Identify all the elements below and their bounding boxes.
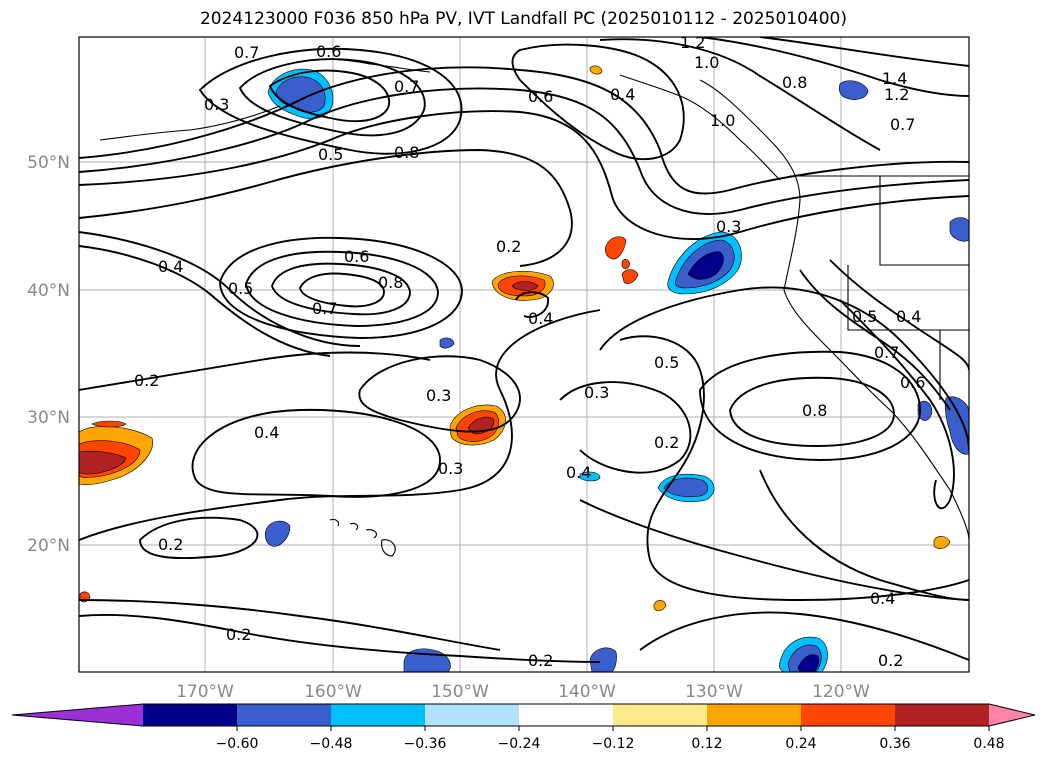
lon-tick-labels: 170°W 160°W 150°W 140°W 130°W 120°W xyxy=(176,682,870,702)
contour-label: 0.7 xyxy=(890,115,915,134)
north-america-coast xyxy=(699,79,969,541)
colorbar-tick-label: −0.36 xyxy=(404,736,447,752)
colorbar-segment xyxy=(801,704,896,726)
contour-label: 0.7 xyxy=(234,43,259,62)
contour-label: 0.3 xyxy=(716,217,741,236)
contour-label: 0.6 xyxy=(316,42,341,61)
contour-label: 0.2 xyxy=(226,625,251,644)
contour-lines xyxy=(79,37,969,663)
colorbar-tick-label: 0.36 xyxy=(879,736,910,752)
lon-tick-label: 120°W xyxy=(812,682,870,702)
contour-label: 0.3 xyxy=(584,383,609,402)
colorbar-tick-label: 0.12 xyxy=(691,736,722,752)
contour-label: 0.3 xyxy=(438,459,463,478)
contour-labels: 0.7 0.6 0.7 0.3 0.5 0.8 0.6 0.4 1.2 1.0 … xyxy=(134,33,925,670)
contour-label: 1.4 xyxy=(882,69,907,88)
hawaii-islands xyxy=(329,518,396,557)
lat-tick-labels: 50°N 40°N 30°N 20°N xyxy=(27,153,70,556)
contour-label: 0.6 xyxy=(344,247,369,266)
contour-label: 0.7 xyxy=(874,343,899,362)
contour-label: 1.2 xyxy=(884,85,909,104)
lat-tick-label: 30°N xyxy=(27,408,70,428)
contour-label: 0.7 xyxy=(394,77,419,96)
contour-label: 0.4 xyxy=(610,85,635,104)
colorbar-tick-label: −0.12 xyxy=(592,736,635,752)
colorbar-segment xyxy=(425,704,520,726)
contour-label: 0.2 xyxy=(654,433,679,452)
gridlines xyxy=(79,37,969,672)
colorbar-outline xyxy=(11,703,1036,727)
contour-label: 0.2 xyxy=(158,535,183,554)
contour-label: 0.2 xyxy=(134,371,159,390)
contour-label: 0.8 xyxy=(394,143,419,162)
map-frame xyxy=(78,36,970,673)
colorbar-segment xyxy=(143,704,238,726)
contour-label: 0.7 xyxy=(312,299,337,318)
lon-tick-label: 140°W xyxy=(558,682,616,702)
contour-label: 0.3 xyxy=(426,386,451,405)
colorbar-extend-high xyxy=(989,704,1035,726)
contour-label: 0.3 xyxy=(204,95,229,114)
contour-label: 0.2 xyxy=(878,651,903,670)
colorbar-tick-label: −0.48 xyxy=(310,736,353,752)
contour-label: 0.6 xyxy=(528,87,553,106)
colorbar-segment xyxy=(895,704,990,726)
contour-label: 0.4 xyxy=(254,423,279,442)
contour-label: 0.5 xyxy=(318,145,343,164)
colorbar-tick-label: −0.60 xyxy=(216,736,259,752)
lon-tick-label: 130°W xyxy=(685,682,743,702)
coastlines xyxy=(99,58,969,557)
lat-tick-label: 40°N xyxy=(27,281,70,301)
colorbar: −0.60 −0.48 −0.36 −0.24 −0.12 0.12 0.24 0.36 0.4… xyxy=(11,703,1036,752)
contour-label: 0.8 xyxy=(782,73,807,92)
colorbar-tick-label: −0.24 xyxy=(498,736,541,752)
colorbar-tick-label: 0.24 xyxy=(785,736,816,752)
map-title: 2024123000 F036 850 hPa PV, IVT Landfall… xyxy=(199,9,847,29)
colorbar-tick-label: 0.48 xyxy=(973,736,1004,752)
contour-label: 1.2 xyxy=(680,33,705,52)
lon-tick-label: 160°W xyxy=(304,682,362,702)
contour-label: 0.8 xyxy=(378,273,403,292)
contour-label: 0.8 xyxy=(802,401,827,420)
contour-label: 1.0 xyxy=(694,53,719,72)
colorbar-segment xyxy=(707,704,802,726)
lon-tick-label: 170°W xyxy=(176,682,234,702)
colorbar-segment xyxy=(237,704,332,726)
contour-label: 0.4 xyxy=(528,309,553,328)
contour-label: 0.5 xyxy=(654,353,679,372)
contour-label: 0.6 xyxy=(900,373,925,392)
contour-label: 0.4 xyxy=(566,463,591,482)
lat-tick-label: 20°N xyxy=(27,536,70,556)
contour-label: 0.4 xyxy=(896,307,921,326)
contour-label: 0.4 xyxy=(870,589,895,608)
contour-label: 0.4 xyxy=(158,257,183,276)
neg-patch-ne xyxy=(838,80,869,100)
lat-tick-label: 50°N xyxy=(27,153,70,173)
state-borders xyxy=(790,175,969,400)
contour-label: 1.0 xyxy=(710,111,735,130)
contour-label: 0.5 xyxy=(228,279,253,298)
colorbar-segment xyxy=(519,704,614,726)
contour-label: 0.2 xyxy=(528,651,553,670)
contour-label: 0.5 xyxy=(852,307,877,326)
contour-label: 0.2 xyxy=(496,237,521,256)
colorbar-segment xyxy=(331,704,426,726)
colorbar-extend-low xyxy=(12,704,143,726)
lon-tick-label: 150°W xyxy=(431,682,489,702)
colorbar-segment xyxy=(613,704,708,726)
